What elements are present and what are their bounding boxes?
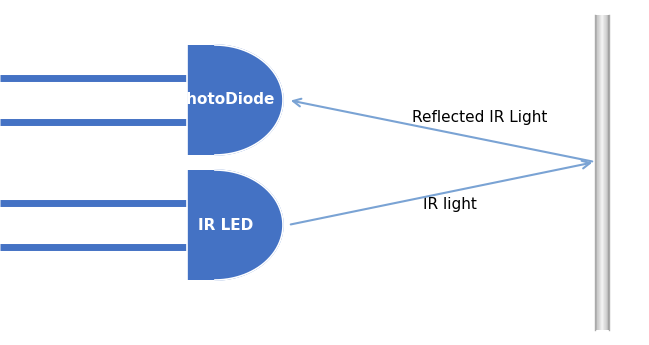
Bar [607,15,609,330]
Polygon shape [215,170,283,280]
Bar [596,15,597,330]
Bar [599,15,600,330]
Polygon shape [215,45,283,155]
Bar [608,15,609,330]
Bar [596,15,597,330]
Bar [596,15,598,330]
Bar [607,15,608,330]
Bar [604,15,605,330]
Text: IR light: IR light [423,197,477,212]
Bar [603,15,604,330]
Bar [595,15,596,330]
Bar [595,15,596,330]
Bar [600,15,602,330]
Bar [599,15,600,330]
Bar [187,45,215,155]
Bar [602,15,603,330]
Bar [598,15,599,330]
Bar [606,15,607,330]
Bar [604,15,605,330]
Bar [601,15,602,330]
Bar [604,15,606,330]
Text: IR LED: IR LED [197,217,253,233]
Bar [605,15,606,330]
Bar [600,15,601,330]
Bar [187,170,215,280]
Bar [605,15,606,330]
Bar [598,15,599,330]
Bar [608,15,609,330]
Text: PhotoDiode: PhotoDiode [175,92,275,108]
Bar [602,15,603,330]
Bar [606,15,607,330]
Text: Reflected IR Light: Reflected IR Light [412,110,548,125]
Bar [597,15,598,330]
Bar [600,15,601,330]
Bar [603,15,604,330]
